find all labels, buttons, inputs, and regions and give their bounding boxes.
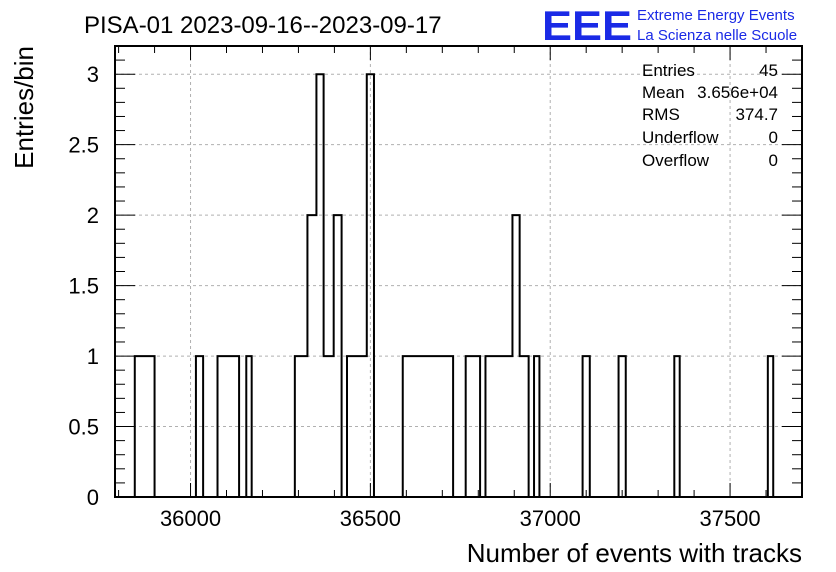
y-tick-label: 2: [87, 203, 99, 228]
tick-labels: 36000 36500 37000 37500 0 0.5 1 1.5 2 2.5 3: [68, 62, 760, 531]
stats-underflow-label: Underflow: [642, 128, 719, 147]
y-tick-label: 1.5: [68, 274, 99, 299]
logo-mark: EEE: [542, 2, 632, 49]
x-tick-label: 36500: [340, 506, 401, 531]
y-tick-label: 3: [87, 62, 99, 87]
stats-rms-label: RMS: [642, 105, 680, 124]
chart-title: PISA-01 2023-09-16--2023-09-17: [84, 12, 442, 39]
y-tick-label: 2.5: [68, 133, 99, 158]
stats-underflow-value: 0: [769, 128, 778, 147]
x-axis-label: Number of events with tracks: [467, 538, 802, 568]
stats-overflow-value: 0: [769, 151, 778, 170]
logo-line-1: Extreme Energy Events: [637, 7, 795, 24]
stats-overflow-label: Overflow: [642, 151, 710, 170]
stats-entries-label: Entries: [642, 61, 695, 80]
stats-mean-value: 3.656e+04: [697, 83, 778, 102]
x-tick-label: 36000: [160, 506, 221, 531]
logo-line-2: La Scienza nelle Scuole: [637, 27, 797, 44]
y-tick-label: 0: [87, 485, 99, 510]
stats-box: Entries 45 Mean 3.656e+04 RMS 374.7 Unde…: [642, 61, 778, 170]
y-axis-label: Entries/bin: [9, 46, 39, 169]
x-tick-label: 37500: [699, 506, 760, 531]
stats-rms-value: 374.7: [735, 105, 778, 124]
plot-frame: [114, 45, 803, 498]
stats-mean-label: Mean: [642, 83, 685, 102]
y-tick-label: 1: [87, 344, 99, 369]
x-tick-label: 37000: [520, 506, 581, 531]
stats-entries-value: 45: [759, 61, 778, 80]
eee-logo: EEE Extreme Energy Events La Scienza nel…: [542, 2, 797, 49]
y-tick-label: 0.5: [68, 415, 99, 440]
